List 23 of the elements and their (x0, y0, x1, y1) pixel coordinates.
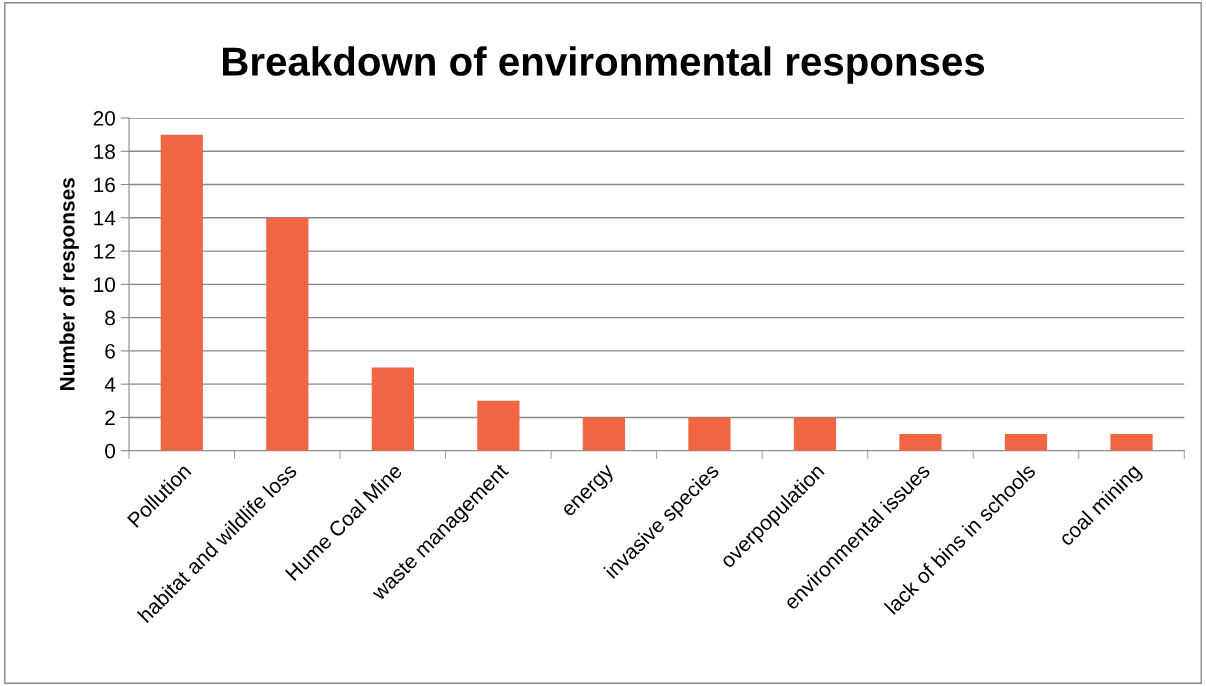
bar (793, 417, 837, 451)
bar (582, 417, 626, 451)
y-tick-label: 0 (105, 443, 116, 459)
y-tick-label: 20 (93, 110, 116, 126)
y-tick-label: 12 (94, 244, 115, 259)
y-tick-label: 8 (105, 310, 115, 326)
bar (899, 434, 942, 451)
y-tick-label: 2 (105, 410, 115, 425)
bar (266, 217, 309, 451)
y-tick-label: 16 (94, 177, 115, 193)
y-tick-label: 4 (104, 377, 116, 392)
bar (688, 417, 731, 451)
y-tick-label: 10 (94, 277, 116, 293)
y-tick-label: 18 (94, 144, 115, 160)
bar (1004, 434, 1048, 451)
bar (1110, 434, 1153, 451)
bar (477, 400, 520, 451)
y-tick-label: 14 (94, 211, 116, 226)
bar (160, 134, 203, 451)
y-tick-label: 6 (105, 343, 115, 359)
y-axis-title: Number of responses (59, 178, 79, 391)
bar (371, 367, 414, 451)
chart-title: Breakdown of environmental responses (222, 46, 985, 84)
